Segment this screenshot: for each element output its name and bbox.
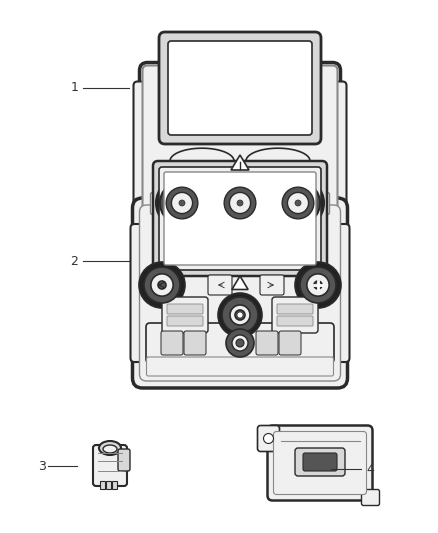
Circle shape <box>314 281 322 289</box>
FancyBboxPatch shape <box>168 41 312 135</box>
Text: 4: 4 <box>366 463 374 475</box>
FancyBboxPatch shape <box>146 357 333 376</box>
FancyBboxPatch shape <box>248 61 272 75</box>
Circle shape <box>287 192 308 214</box>
Circle shape <box>160 181 204 225</box>
FancyBboxPatch shape <box>142 66 338 221</box>
FancyBboxPatch shape <box>162 297 208 333</box>
Circle shape <box>230 192 251 214</box>
Circle shape <box>235 310 245 320</box>
FancyBboxPatch shape <box>184 331 206 355</box>
FancyBboxPatch shape <box>295 448 345 476</box>
Circle shape <box>179 200 185 206</box>
Circle shape <box>214 177 266 229</box>
Circle shape <box>282 187 314 219</box>
FancyBboxPatch shape <box>277 304 313 314</box>
Circle shape <box>307 274 329 296</box>
Bar <box>106 481 111 489</box>
Circle shape <box>158 281 166 289</box>
FancyBboxPatch shape <box>151 192 329 214</box>
Ellipse shape <box>103 445 117 453</box>
FancyBboxPatch shape <box>139 62 340 223</box>
Circle shape <box>300 267 336 303</box>
Circle shape <box>236 339 244 347</box>
Circle shape <box>264 433 273 443</box>
FancyBboxPatch shape <box>272 297 318 333</box>
Circle shape <box>144 267 180 303</box>
Circle shape <box>139 262 185 308</box>
Circle shape <box>151 274 173 296</box>
FancyBboxPatch shape <box>146 323 334 363</box>
Circle shape <box>232 335 248 351</box>
FancyBboxPatch shape <box>208 275 232 295</box>
FancyBboxPatch shape <box>248 198 266 212</box>
FancyBboxPatch shape <box>273 432 367 495</box>
Circle shape <box>230 305 250 325</box>
FancyBboxPatch shape <box>329 224 350 362</box>
Text: 2: 2 <box>71 255 78 268</box>
Circle shape <box>272 177 324 229</box>
Text: 3: 3 <box>38 460 46 473</box>
FancyBboxPatch shape <box>258 425 279 451</box>
Circle shape <box>224 187 256 219</box>
Circle shape <box>226 329 254 357</box>
FancyBboxPatch shape <box>159 167 321 270</box>
FancyBboxPatch shape <box>233 198 251 212</box>
Circle shape <box>295 262 341 308</box>
Bar <box>112 481 117 489</box>
FancyBboxPatch shape <box>133 198 347 388</box>
FancyBboxPatch shape <box>131 224 151 362</box>
Bar <box>100 481 105 489</box>
FancyBboxPatch shape <box>139 205 340 381</box>
FancyBboxPatch shape <box>208 61 232 75</box>
Circle shape <box>218 293 262 337</box>
FancyBboxPatch shape <box>118 449 130 471</box>
FancyBboxPatch shape <box>260 275 284 295</box>
Text: 1: 1 <box>71 82 78 94</box>
FancyBboxPatch shape <box>161 331 183 355</box>
FancyBboxPatch shape <box>303 453 337 471</box>
FancyBboxPatch shape <box>134 82 155 205</box>
Ellipse shape <box>99 441 121 455</box>
Circle shape <box>237 312 243 318</box>
Polygon shape <box>231 155 249 170</box>
FancyBboxPatch shape <box>164 172 316 265</box>
FancyBboxPatch shape <box>153 161 327 276</box>
FancyBboxPatch shape <box>167 316 203 326</box>
FancyBboxPatch shape <box>277 316 313 326</box>
Circle shape <box>156 177 208 229</box>
Circle shape <box>171 192 193 214</box>
Circle shape <box>276 181 320 225</box>
Circle shape <box>218 181 262 225</box>
FancyBboxPatch shape <box>208 198 226 212</box>
FancyBboxPatch shape <box>159 32 321 144</box>
FancyBboxPatch shape <box>361 489 379 505</box>
FancyBboxPatch shape <box>268 425 372 500</box>
FancyBboxPatch shape <box>93 445 127 486</box>
FancyBboxPatch shape <box>167 304 203 314</box>
FancyBboxPatch shape <box>256 331 278 355</box>
Circle shape <box>237 200 243 206</box>
Circle shape <box>166 187 198 219</box>
FancyBboxPatch shape <box>279 331 301 355</box>
FancyBboxPatch shape <box>325 82 346 205</box>
Polygon shape <box>232 276 248 289</box>
Circle shape <box>222 297 258 333</box>
Circle shape <box>295 200 301 206</box>
